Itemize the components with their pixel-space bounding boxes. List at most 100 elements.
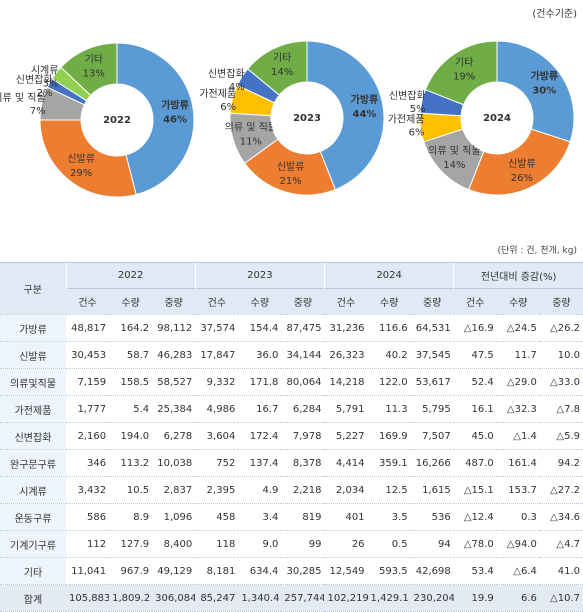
table-cell: 3,432 (66, 476, 110, 504)
slice-value: 3% (43, 79, 59, 90)
slice-value: 5% (410, 104, 426, 115)
table-cell: 11.7 (496, 341, 540, 369)
header-row: 건수 수량 중량 건수 수량 중량 건수 수량 중량 건수 수량 중량 (0, 288, 583, 315)
slice-label: 가전제품 (199, 88, 236, 100)
table-cell: 5,795 (410, 395, 454, 423)
table-row: 기계기구류 112 127.9 8,400 118 9.0 99 26 0.5 94 △78.0 △9… (0, 530, 583, 558)
table-cell: 752 (195, 449, 239, 477)
table-cell: △34.6 (539, 503, 583, 531)
slice-value: 11% (240, 136, 262, 147)
table-cell: 53.4 (453, 557, 497, 585)
header-row: 구분 2022 2023 2024 전년대비 증감(%) (0, 262, 583, 315)
slice-label: 가방류 (161, 99, 189, 112)
table-cell: 1,096 (152, 503, 196, 531)
slice-label: 가방류 (351, 93, 379, 106)
table-row: 신발류 30,453 58.7 46,283 17,847 36.0 34,144 26,32… (0, 341, 583, 369)
table-cell: 48,817 (66, 314, 110, 342)
table-cell: 171.8 (238, 368, 282, 396)
table-cell: 19.9 (453, 584, 497, 612)
table-cell: △1.4 (496, 422, 540, 450)
table-cell: 11.3 (367, 395, 411, 423)
table-cell: 64,531 (410, 314, 454, 342)
slice-value: 6% (220, 102, 236, 113)
table-cell: 16.1 (453, 395, 497, 423)
table-row: 시계류 3,432 10.5 2,837 2,395 4.9 2,218 2,034 12.5 1… (0, 476, 583, 504)
table-cell: 153.7 (496, 476, 540, 504)
table-cell: 116.6 (367, 314, 411, 342)
table-cell: 161.4 (496, 449, 540, 477)
table-cell: 5,227 (324, 422, 368, 450)
table-cell: 230,204 (410, 584, 454, 612)
table-cell: 7,507 (410, 422, 454, 450)
table-cell: 가전제품 (0, 395, 66, 423)
table-cell: 42,698 (410, 557, 454, 585)
table-cell: △12.4 (453, 503, 497, 531)
header-cell: 수량 (367, 288, 411, 315)
table-cell: 586 (66, 503, 110, 531)
table-cell: 1,429.1 (367, 584, 411, 612)
table-cell: 4,414 (324, 449, 368, 477)
slice-value: 29% (70, 168, 92, 179)
table-cell: 8,400 (152, 530, 196, 558)
donut-title: 2023 (293, 113, 321, 124)
table-cell: 0.5 (367, 530, 411, 558)
table-cell: 신발류 (0, 341, 66, 369)
table-cell: 593.5 (367, 557, 411, 585)
table-cell: 16,266 (410, 449, 454, 477)
slice-value: 26% (511, 173, 533, 184)
table-cell: 2,837 (152, 476, 196, 504)
slice-value: 44% (352, 109, 376, 120)
page: (건수기준) 가방류 46% 신발류 29% 의류 및 직물 7% 신변잡화 2% 시계류 3% 기… (0, 8, 583, 612)
table-cell: 137.4 (238, 449, 282, 477)
table-cell: 113.2 (109, 449, 153, 477)
slice-label: 신변잡화 (16, 74, 53, 86)
donut-charts: (건수기준) 가방류 46% 신발류 29% 의류 및 직물 7% 신변잡화 2% 시계류 3% 기… (0, 8, 577, 198)
table-cell: 의류및직물 (0, 368, 66, 396)
header-cell: 중량 (539, 288, 583, 315)
data-table: 구분 2022 2023 2024 전년대비 증감(%) 건수 수량 중량 건수 수량 중량 건수 수량… (0, 262, 583, 612)
table-cell: 5.4 (109, 395, 153, 423)
table-cell: 401 (324, 503, 368, 531)
table-cell: 118 (195, 530, 239, 558)
table-cell: 완구문구류 (0, 449, 66, 477)
table-cell: △32.3 (496, 395, 540, 423)
table-cell: △4.7 (539, 530, 583, 558)
table-cell: 2,034 (324, 476, 368, 504)
table-cell: 30,453 (66, 341, 110, 369)
header-cell: 전년대비 증감(%) (453, 262, 583, 289)
slice-value: 13% (83, 68, 105, 79)
table-cell: 127.9 (109, 530, 153, 558)
slice-label: 신발류 (277, 161, 305, 173)
table-cell: 1,809.2 (109, 584, 153, 612)
table-cell: 819 (281, 503, 325, 531)
table-cell: 3,604 (195, 422, 239, 450)
table-cell: 8,181 (195, 557, 239, 585)
table-cell: 12,549 (324, 557, 368, 585)
table-cell: 26,323 (324, 341, 368, 369)
header-cell: 중량 (281, 288, 325, 315)
table-cell: 536 (410, 503, 454, 531)
donut-title: 2022 (103, 115, 131, 126)
table-cell: 10.0 (539, 341, 583, 369)
table-cell: 시계류 (0, 476, 66, 504)
table-cell: 6,284 (281, 395, 325, 423)
table-cell: 9,332 (195, 368, 239, 396)
table-cell: 1,615 (410, 476, 454, 504)
table-cell: 53,617 (410, 368, 454, 396)
slice-value: 4% (229, 82, 245, 93)
header-cell: 건수 (324, 288, 368, 315)
slice-label: 신발류 (67, 153, 95, 165)
table-cell: 85,247 (195, 584, 239, 612)
table-cell: 30,285 (281, 557, 325, 585)
note: (건수기준) (532, 8, 577, 20)
slice (468, 128, 571, 196)
table-cell: 5,791 (324, 395, 368, 423)
table-cell: △94.0 (496, 530, 540, 558)
table-cell: 7,978 (281, 422, 325, 450)
table-cell: 12.5 (367, 476, 411, 504)
table-cell: 99 (281, 530, 325, 558)
table-cell: 운동구류 (0, 503, 66, 531)
header-cell: 수량 (496, 288, 540, 315)
table-cell: 1,340.4 (238, 584, 282, 612)
table-cell: △7.8 (539, 395, 583, 423)
